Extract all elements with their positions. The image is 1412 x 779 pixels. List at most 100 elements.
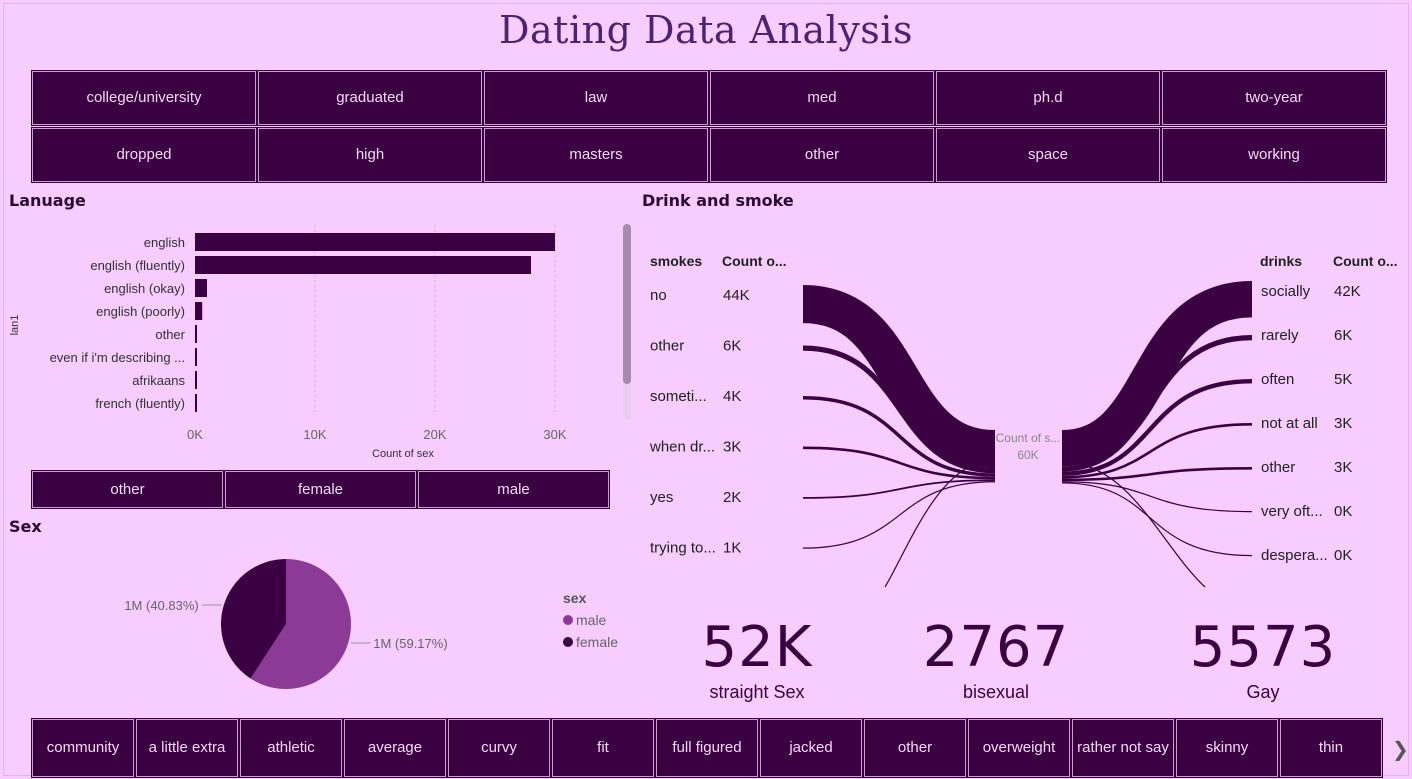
body-type-option[interactable]: skinny <box>1175 718 1279 778</box>
bar[interactable] <box>195 325 197 343</box>
body-type-option[interactable]: community <box>31 718 135 778</box>
smokes-label: yes <box>650 489 673 506</box>
education-option[interactable]: graduated <box>257 70 483 126</box>
kpi-bisexual: 2767 bisexual <box>876 618 1116 703</box>
column-header: smokes <box>650 253 702 269</box>
legend-label: male <box>576 612 607 628</box>
education-option[interactable]: dropped <box>31 127 257 183</box>
y-tick-label: afrikaans <box>132 373 185 388</box>
education-option[interactable]: masters <box>483 127 709 183</box>
drinks-label: often <box>1261 371 1294 388</box>
body-type-option[interactable]: other <box>863 718 967 778</box>
kpi-label: Gay <box>1246 682 1280 702</box>
smokes-value: 3K <box>723 439 741 456</box>
body-type-option[interactable]: fit <box>551 718 655 778</box>
drinks-value: 5K <box>1334 371 1352 388</box>
smokes-value: 6K <box>723 338 741 355</box>
body-type-option[interactable]: full figured <box>655 718 759 778</box>
bar[interactable] <box>195 302 203 320</box>
sex-option[interactable]: male <box>417 470 610 509</box>
sankey-link[interactable] <box>801 285 997 469</box>
education-option[interactable]: other <box>709 127 935 183</box>
smokes-label: other <box>650 338 684 355</box>
center-node-label: Count of s... <box>996 431 1061 445</box>
body-type-option[interactable]: curvy <box>447 718 551 778</box>
legend-item-male[interactable]: male <box>563 612 618 628</box>
chevron-right-icon[interactable]: ❯ <box>1392 737 1409 761</box>
language-chart-title: Lanuage <box>9 191 86 210</box>
body-type-option[interactable]: thin <box>1279 718 1383 778</box>
sankey-link[interactable] <box>1061 467 1253 482</box>
drinks-label: other <box>1261 459 1295 476</box>
smokes-label: someti... <box>650 388 707 405</box>
education-option[interactable]: law <box>483 70 709 126</box>
education-option[interactable]: med <box>709 70 935 126</box>
body-type-option[interactable]: jacked <box>759 718 863 778</box>
smokes-value: 4K <box>723 388 741 405</box>
kpi-straight: 52K straight Sex <box>637 618 877 703</box>
sex-option[interactable]: other <box>31 470 224 509</box>
education-option[interactable]: college/university <box>31 70 257 126</box>
education-slicer-row-1: college/university graduated law med ph.d two… <box>31 70 1388 126</box>
body-type-option[interactable]: athletic <box>239 718 343 778</box>
legend-label: female <box>576 634 619 650</box>
education-option[interactable]: ph.d <box>935 70 1161 126</box>
language-bar-chart: english english (fluently) english (okay) e… <box>9 225 567 460</box>
x-axis-label: Count of sex <box>372 448 434 460</box>
sankey-link[interactable] <box>1061 482 1253 557</box>
bar[interactable] <box>195 394 197 412</box>
kpi-value: 5573 <box>1189 615 1337 680</box>
bar[interactable] <box>195 279 207 297</box>
education-option[interactable]: working <box>1161 127 1387 183</box>
drink-smoke-sankey: smokes Count o... drinks Count o... no 44K oth… <box>649 253 1398 588</box>
pie-slice-male[interactable] <box>250 559 352 689</box>
sankey-link[interactable] <box>1060 281 1253 467</box>
y-tick-label: french (fluently) <box>95 396 185 411</box>
smokes-value: 1K <box>723 540 741 557</box>
sankey-link[interactable] <box>802 479 996 499</box>
drinks-label: despera... <box>1261 547 1328 564</box>
education-option[interactable]: high <box>257 127 483 183</box>
sankey-link[interactable] <box>1061 461 1206 588</box>
kpi-value: 52K <box>701 615 813 680</box>
legend-item-female[interactable]: female <box>563 634 618 650</box>
scrollbar-thumb[interactable] <box>623 224 631 384</box>
column-header: Count o... <box>1333 253 1398 269</box>
language-chart-scrollbar[interactable] <box>623 224 631 420</box>
body-type-option[interactable]: overweight <box>967 718 1071 778</box>
sankey-center-node[interactable] <box>995 427 1062 467</box>
education-option[interactable]: two-year <box>1161 70 1387 126</box>
bar[interactable] <box>195 256 531 274</box>
sankey-link[interactable] <box>802 345 996 474</box>
y-tick-label: english <box>144 235 185 250</box>
legend-title: sex <box>563 590 587 606</box>
bar[interactable] <box>195 371 197 389</box>
bar[interactable] <box>195 348 197 366</box>
y-tick-label: english (fluently) <box>90 258 185 273</box>
smokes-label: when dr... <box>649 439 715 456</box>
y-tick-label: english (okay) <box>104 281 185 296</box>
body-type-option[interactable]: rather not say <box>1071 718 1175 778</box>
body-type-option[interactable]: a little extra <box>135 718 239 778</box>
sankey-link[interactable] <box>1061 481 1253 513</box>
body-type-option[interactable]: average <box>343 718 447 778</box>
sankey-link[interactable] <box>802 481 996 549</box>
pie-slice-female[interactable] <box>221 559 286 679</box>
x-tick-label: 30K <box>543 427 566 442</box>
sankey-link[interactable] <box>802 395 996 477</box>
drinks-value: 3K <box>1334 459 1352 476</box>
education-option[interactable]: space <box>935 127 1161 183</box>
data-label: 1M (59.17%) <box>373 636 447 651</box>
sex-option[interactable]: female <box>224 470 417 509</box>
bar[interactable] <box>195 233 555 251</box>
sankey-link[interactable] <box>1061 423 1253 479</box>
y-tick-label: even if i'm describing ... <box>50 350 185 365</box>
x-tick-label: 0K <box>187 427 203 442</box>
sex-chart-title: Sex <box>9 517 42 536</box>
y-tick-label: english (poorly) <box>96 304 185 319</box>
sankey-link[interactable] <box>884 459 996 588</box>
drinks-value: 0K <box>1334 547 1352 564</box>
sex-slicer: other female male <box>31 470 611 509</box>
sankey-link[interactable] <box>802 446 996 480</box>
sankey-link[interactable] <box>1061 335 1253 472</box>
